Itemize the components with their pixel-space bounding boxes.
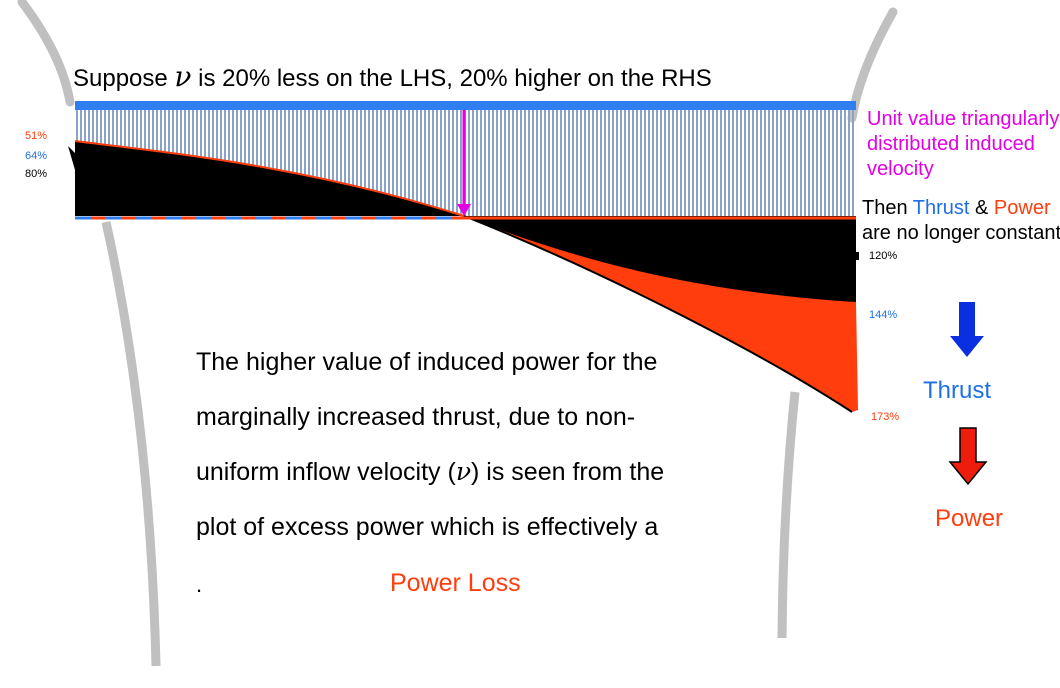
magenta-pointer-head <box>457 204 471 216</box>
lhs-pct-51: 51% <box>25 130 48 142</box>
rhs-pct-144: 144% <box>869 309 898 321</box>
power-label: Power <box>935 505 1004 532</box>
title-nu-symbol: ν <box>174 60 192 93</box>
rhs-black-region <box>464 216 856 302</box>
consequence-thrust: Thrust <box>912 197 970 219</box>
consequence-note: Then Thrust & Power are no longer consta… <box>862 196 1060 246</box>
consequence-amp: & <box>969 197 994 219</box>
left-outer-blade-curve <box>17 0 75 107</box>
power-loss-label: Power Loss <box>390 569 521 597</box>
lhs-red-curve <box>74 140 465 217</box>
title-suffix: is 20% less on the LHS, 20% higher on th… <box>191 65 712 92</box>
lhs-black-region <box>75 141 464 216</box>
lhs-pct-80: 80% <box>25 168 48 180</box>
title-prefix: Suppose <box>73 65 175 92</box>
body-line-3-prefix: uniform inflow velocity ( <box>196 458 456 486</box>
unit-note-line3: velocity <box>867 158 934 180</box>
right-outer-blade-curve <box>847 7 898 123</box>
unit-value-note: Unit value triangularly distributed indu… <box>867 107 1059 182</box>
rhs-lower-boundary <box>463 215 853 413</box>
rhs-pct-120: 120% <box>869 250 898 262</box>
body-line-3: uniform inflow velocity (ν) is seen from… <box>196 457 664 487</box>
body-line-4: plot of excess power which is effectivel… <box>196 513 659 541</box>
left-inner-blade-curve <box>101 221 161 667</box>
lhs-small-notch <box>68 146 78 170</box>
body-nu-symbol: ν <box>455 457 472 486</box>
body-line-2: marginally increased thrust, due to non- <box>196 403 636 431</box>
thrust-down-arrow-icon <box>950 302 984 357</box>
diagram-title: Suppose ν is 20% less on the LHS, 20% hi… <box>73 62 712 94</box>
unit-note-line2: distributed induced <box>867 133 1035 155</box>
power-down-arrow-icon <box>948 427 988 486</box>
body-line-1: The higher value of induced power for th… <box>196 348 658 376</box>
body-bullet: . <box>196 572 203 597</box>
lhs-pct-64: 64% <box>25 150 48 162</box>
rhs-pct-173: 173% <box>871 411 900 423</box>
thrust-label: Thrust <box>923 377 992 404</box>
right-inner-blade-curve <box>777 391 800 639</box>
consequence-then: Then <box>862 197 913 219</box>
rhs-tick-120 <box>856 252 859 260</box>
body-line-3-suffix: ) is seen from the <box>471 458 665 486</box>
unit-value-bar <box>75 101 856 110</box>
consequence-power: Power <box>993 197 1051 219</box>
unit-note-line1: Unit value triangularly <box>867 108 1060 130</box>
consequence-line2: are no longer constant <box>862 222 1060 244</box>
